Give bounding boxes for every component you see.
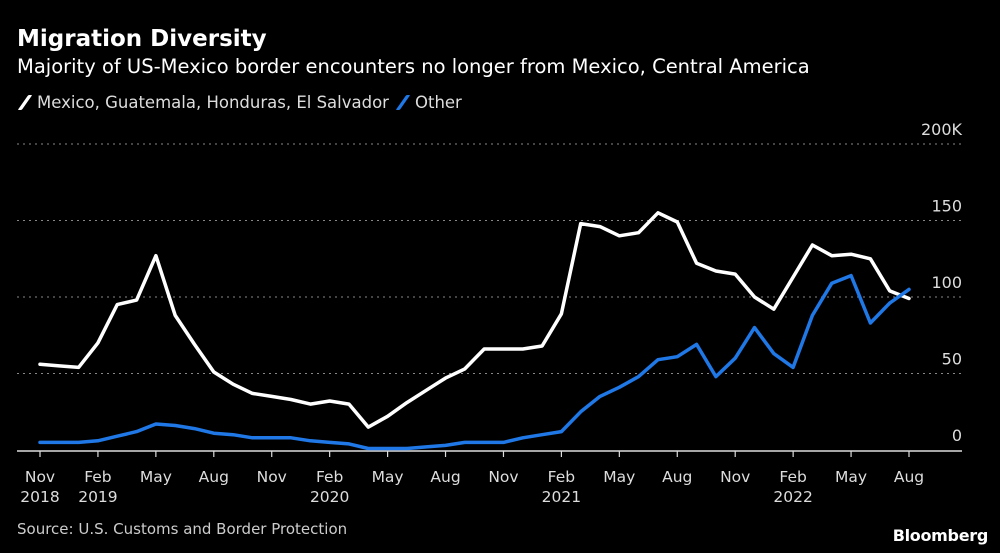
series-line-other bbox=[38, 273, 911, 451]
legend-label: Other bbox=[414, 93, 462, 112]
x-tick-year: 2018 bbox=[20, 488, 59, 506]
x-tick-label: Nov bbox=[25, 468, 55, 486]
legend: Mexico, Guatemala, Honduras, El Salvador… bbox=[17, 93, 468, 112]
x-tick-year: 2021 bbox=[542, 488, 581, 506]
x-tick-label: Feb bbox=[779, 468, 806, 486]
x-tick-label: Feb bbox=[84, 468, 111, 486]
legend-item-mexico-central-america: Mexico, Guatemala, Honduras, El Salvador bbox=[17, 93, 389, 112]
x-tick-label: Nov bbox=[257, 468, 287, 486]
x-tick-label: Nov bbox=[488, 468, 518, 486]
x-tick-label: May bbox=[835, 468, 867, 486]
x-tick-label: Feb bbox=[316, 468, 343, 486]
x-tick-label: May bbox=[372, 468, 404, 486]
x-tick-year: 2022 bbox=[773, 488, 812, 506]
x-tick-label: Aug bbox=[894, 468, 924, 486]
chart-subtitle: Majority of US-Mexico border encounters … bbox=[17, 55, 810, 78]
bloomberg-logo: Bloomberg bbox=[892, 526, 989, 545]
x-tick-label: Aug bbox=[430, 468, 460, 486]
y-tick-label: 100 bbox=[931, 273, 962, 292]
x-tick-label: Aug bbox=[662, 468, 692, 486]
y-tick-label: 200K bbox=[921, 120, 963, 139]
series-line-mexico-central-america bbox=[38, 211, 911, 429]
chart-title: Migration Diversity bbox=[17, 26, 267, 52]
legend-item-other: Other bbox=[395, 93, 462, 112]
y-tick-label: 0 bbox=[952, 426, 962, 445]
x-tick-label: Feb bbox=[548, 468, 575, 486]
x-tick-year: 2020 bbox=[310, 488, 349, 506]
x-tick-label: Aug bbox=[199, 468, 229, 486]
x-tick-year: 2019 bbox=[78, 488, 117, 506]
y-tick-label: 150 bbox=[931, 197, 962, 216]
source-note: Source: U.S. Customs and Border Protecti… bbox=[17, 520, 348, 538]
y-tick-label: 50 bbox=[942, 350, 962, 369]
x-tick-label: May bbox=[603, 468, 635, 486]
x-tick-label: Nov bbox=[720, 468, 750, 486]
legend-label: Mexico, Guatemala, Honduras, El Salvador bbox=[37, 93, 389, 112]
x-tick-label: May bbox=[140, 468, 172, 486]
